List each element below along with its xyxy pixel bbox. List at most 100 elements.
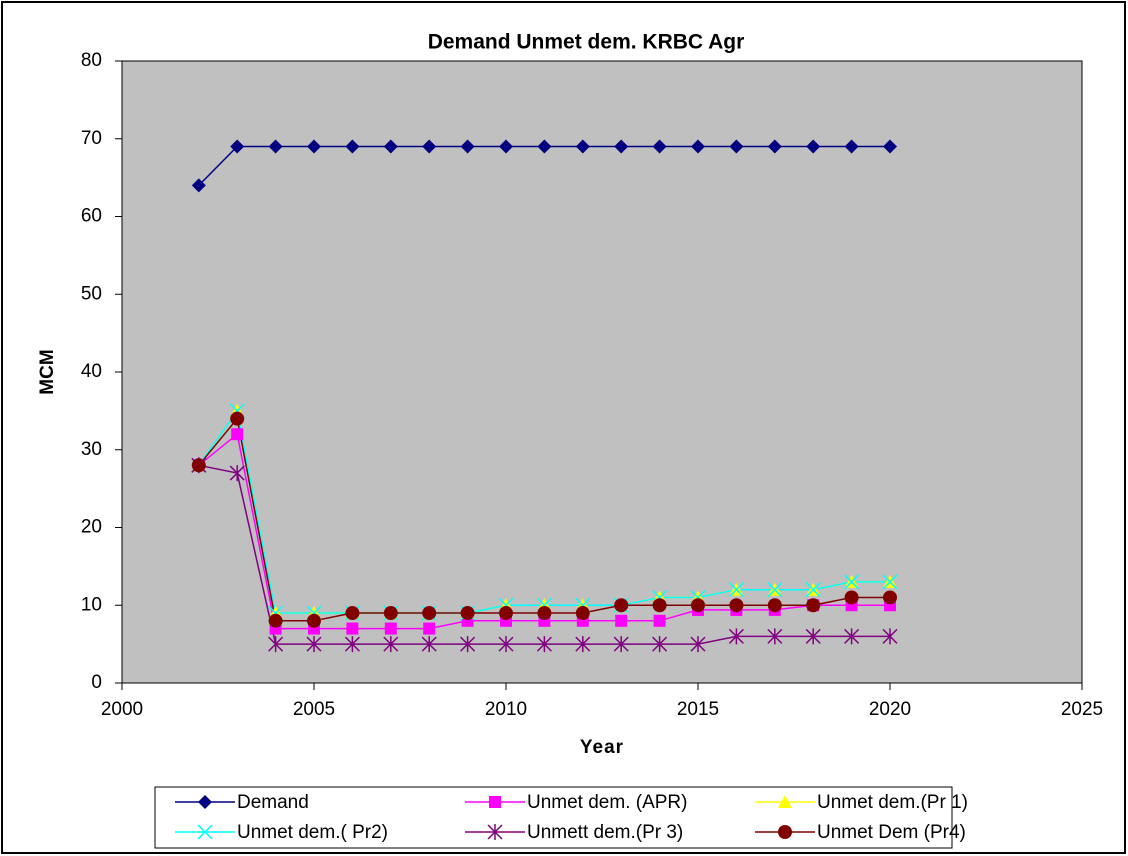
x-axis-label: Year xyxy=(580,737,624,758)
marker-shape xyxy=(345,139,360,154)
marker xyxy=(615,614,628,627)
x-tick-label: 2015 xyxy=(677,699,719,720)
marker xyxy=(345,139,360,154)
y-tick-label: 10 xyxy=(81,594,102,615)
marker xyxy=(614,598,629,613)
marker xyxy=(268,613,283,628)
marker-shape xyxy=(883,590,897,605)
marker-shape xyxy=(729,139,744,154)
marker-shape xyxy=(882,628,898,645)
marker-shape xyxy=(575,139,590,154)
marker xyxy=(767,598,782,613)
legend-label: Unmet dem.( Pr2) xyxy=(237,822,388,843)
marker xyxy=(778,825,792,839)
marker xyxy=(652,139,667,154)
marker xyxy=(575,636,591,653)
marker xyxy=(767,139,782,154)
marker-shape xyxy=(805,582,821,598)
marker xyxy=(729,139,744,154)
marker-shape xyxy=(268,139,283,154)
marker xyxy=(653,614,666,627)
marker-shape xyxy=(575,606,590,621)
marker xyxy=(805,582,821,598)
marker xyxy=(384,622,397,635)
marker xyxy=(421,636,437,653)
marker-shape xyxy=(844,574,860,590)
marker xyxy=(268,636,284,653)
marker xyxy=(613,636,629,653)
y-tick-label: 80 xyxy=(81,50,102,71)
marker xyxy=(191,178,206,193)
marker-shape xyxy=(767,582,783,598)
legend-label: Unmet dem. (APR) xyxy=(527,792,687,813)
y-axis-label: MCM xyxy=(37,349,58,394)
marker xyxy=(537,606,552,621)
legend-label: Unmett dem.(Pr 3) xyxy=(527,822,683,843)
marker xyxy=(767,582,783,598)
marker-shape xyxy=(778,795,792,808)
marker xyxy=(691,139,705,154)
marker xyxy=(499,139,513,154)
marker xyxy=(778,795,792,808)
marker-shape xyxy=(844,628,860,645)
marker xyxy=(460,139,475,154)
marker xyxy=(346,622,359,635)
marker xyxy=(383,606,398,621)
marker xyxy=(844,590,859,605)
x-tick-label: 2010 xyxy=(485,699,527,720)
marker xyxy=(652,636,668,653)
marker-shape xyxy=(806,139,821,154)
marker-shape xyxy=(883,139,897,154)
marker-shape xyxy=(307,139,321,154)
marker xyxy=(806,598,821,613)
marker xyxy=(423,622,436,635)
marker-shape xyxy=(197,824,213,840)
marker-shape xyxy=(844,139,859,154)
marker-shape xyxy=(499,606,513,621)
marker-shape xyxy=(345,606,360,621)
marker-shape xyxy=(652,598,667,613)
y-tick-label: 30 xyxy=(81,439,102,460)
marker-shape xyxy=(690,636,706,653)
marker-shape xyxy=(728,628,744,645)
marker-shape xyxy=(575,636,591,653)
marker xyxy=(230,411,245,426)
legend-label: Demand xyxy=(237,792,309,813)
y-tick-label: 20 xyxy=(81,517,102,538)
marker xyxy=(460,606,475,621)
marker xyxy=(229,465,245,482)
x-tick-label: 2025 xyxy=(1061,699,1103,720)
marker xyxy=(844,139,859,154)
marker xyxy=(728,628,744,645)
marker xyxy=(575,606,590,621)
marker-shape xyxy=(383,606,398,621)
x-tick-label: 2020 xyxy=(869,699,911,720)
legend-label: Unmet dem.(Pr 1) xyxy=(817,792,968,813)
marker-shape xyxy=(383,139,398,154)
marker-shape xyxy=(615,614,628,627)
marker-shape xyxy=(306,636,322,653)
marker xyxy=(307,613,321,628)
marker xyxy=(198,795,212,809)
marker-shape xyxy=(499,139,513,154)
marker-shape xyxy=(537,139,552,154)
marker-shape xyxy=(268,636,284,653)
marker-shape xyxy=(422,606,437,621)
marker-shape xyxy=(691,139,705,154)
legend-item: Unmett dem.(Pr 3) xyxy=(465,822,683,843)
marker-shape xyxy=(767,598,782,613)
marker xyxy=(536,636,552,653)
marker xyxy=(422,606,437,621)
marker-shape xyxy=(229,465,245,482)
legend-item: Unmet Dem (Pr4) xyxy=(755,822,966,843)
marker-shape xyxy=(728,582,744,598)
marker-shape xyxy=(614,598,629,613)
marker xyxy=(489,796,501,808)
marker-shape xyxy=(231,428,244,441)
marker-shape xyxy=(652,636,668,653)
x-tick-label: 2005 xyxy=(293,699,335,720)
marker-shape xyxy=(729,598,744,613)
marker-shape xyxy=(652,139,667,154)
marker xyxy=(499,606,513,621)
marker-shape xyxy=(805,628,821,645)
